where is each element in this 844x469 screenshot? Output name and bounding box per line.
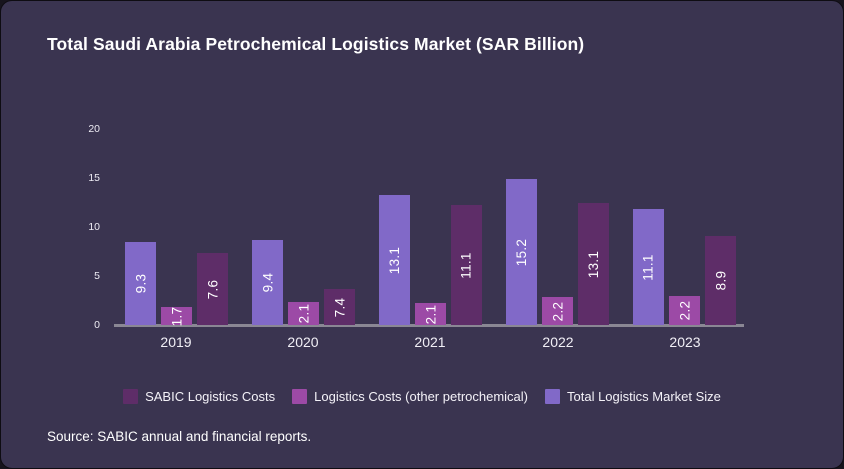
bar-value-label: 2.2 xyxy=(676,300,692,321)
bar-sabic-logistics-costs-2022: 13.1 xyxy=(578,203,609,325)
x-axis-category-2021: 2021 xyxy=(414,334,446,350)
y-axis-tick-15: 15 xyxy=(88,172,100,184)
y-axis-tick-0: 0 xyxy=(94,319,100,331)
bar-value-label: 9.3 xyxy=(132,273,148,294)
chart-title: Total Saudi Arabia Petrochemical Logisti… xyxy=(47,34,585,54)
bar-sabic-logistics-costs-2021: 11.1 xyxy=(451,205,482,325)
legend-swatch xyxy=(292,389,308,404)
x-axis-category-2020: 2020 xyxy=(287,334,319,350)
bar-value-label: 2.1 xyxy=(422,304,438,324)
y-axis-tick-10: 10 xyxy=(88,221,100,233)
x-axis-category-2019: 2019 xyxy=(160,334,192,350)
x-axis-category-2023: 2023 xyxy=(669,334,701,350)
legend-label: Total Logistics Market Size xyxy=(567,389,721,404)
legend-label: SABIC Logistics Costs xyxy=(145,389,276,404)
x-axis-category-2022: 2022 xyxy=(542,334,574,350)
bar-value-label: 13.1 xyxy=(386,246,402,274)
bar-logistics-costs-other-petrochemical-2021: 2.1 xyxy=(415,303,446,325)
legend-item-logistics-costs-other-petrochemical: Logistics Costs (other petrochemical) xyxy=(292,389,528,404)
legend-swatch xyxy=(545,389,560,404)
chart-legend: SABIC Logistics Costs Logistics Costs (ot… xyxy=(1,389,843,404)
legend-item-sabic-logistics-costs: SABIC Logistics Costs xyxy=(123,389,275,404)
bar-total-logistics-market-size-2020: 9.4 xyxy=(252,240,283,325)
bar-value-label: 7.4 xyxy=(331,297,347,317)
y-axis-tick-20: 20 xyxy=(88,123,100,135)
bar-value-label: 1.7 xyxy=(168,306,184,326)
bar-value-label: 9.4 xyxy=(259,272,275,293)
source-note: Source: SABIC annual and financial repor… xyxy=(47,429,312,444)
bar-value-label: 7.6 xyxy=(204,279,220,299)
bar-value-label: 13.1 xyxy=(585,250,601,278)
bar-value-label: 2.2 xyxy=(549,301,565,321)
bar-logistics-costs-other-petrochemical-2022: 2.2 xyxy=(542,297,573,325)
bar-sabic-logistics-costs-2020: 7.4 xyxy=(324,289,355,325)
bar-logistics-costs-other-petrochemical-2023: 2.2 xyxy=(669,296,700,325)
bar-sabic-logistics-costs-2019: 7.6 xyxy=(197,253,228,325)
bar-logistics-costs-other-petrochemical-2020: 2.1 xyxy=(288,302,319,325)
bar-total-logistics-market-size-2022: 15.2 xyxy=(506,179,537,325)
bar-value-label: 11.1 xyxy=(640,253,656,281)
bar-value-label: 2.1 xyxy=(295,303,311,324)
bar-total-logistics-market-size-2019: 9.3 xyxy=(125,242,156,325)
legend-swatch xyxy=(123,389,139,404)
bar-total-logistics-market-size-2021: 13.1 xyxy=(379,195,410,325)
bar-sabic-logistics-costs-2023: 8.9 xyxy=(705,236,736,325)
x-axis-line xyxy=(114,324,744,327)
bar-value-label: 15.2 xyxy=(513,238,529,266)
bar-value-label: 11.1 xyxy=(458,251,474,279)
legend-item-total-logistics-market-size: Total Logistics Market Size xyxy=(545,389,721,404)
bar-total-logistics-market-size-2023: 11.1 xyxy=(633,209,664,325)
bar-value-label: 8.9 xyxy=(712,270,728,291)
bar-logistics-costs-other-petrochemical-2019: 1.7 xyxy=(161,306,192,326)
y-axis-tick-5: 5 xyxy=(94,270,100,282)
legend-label: Logistics Costs (other petrochemical) xyxy=(314,389,528,404)
